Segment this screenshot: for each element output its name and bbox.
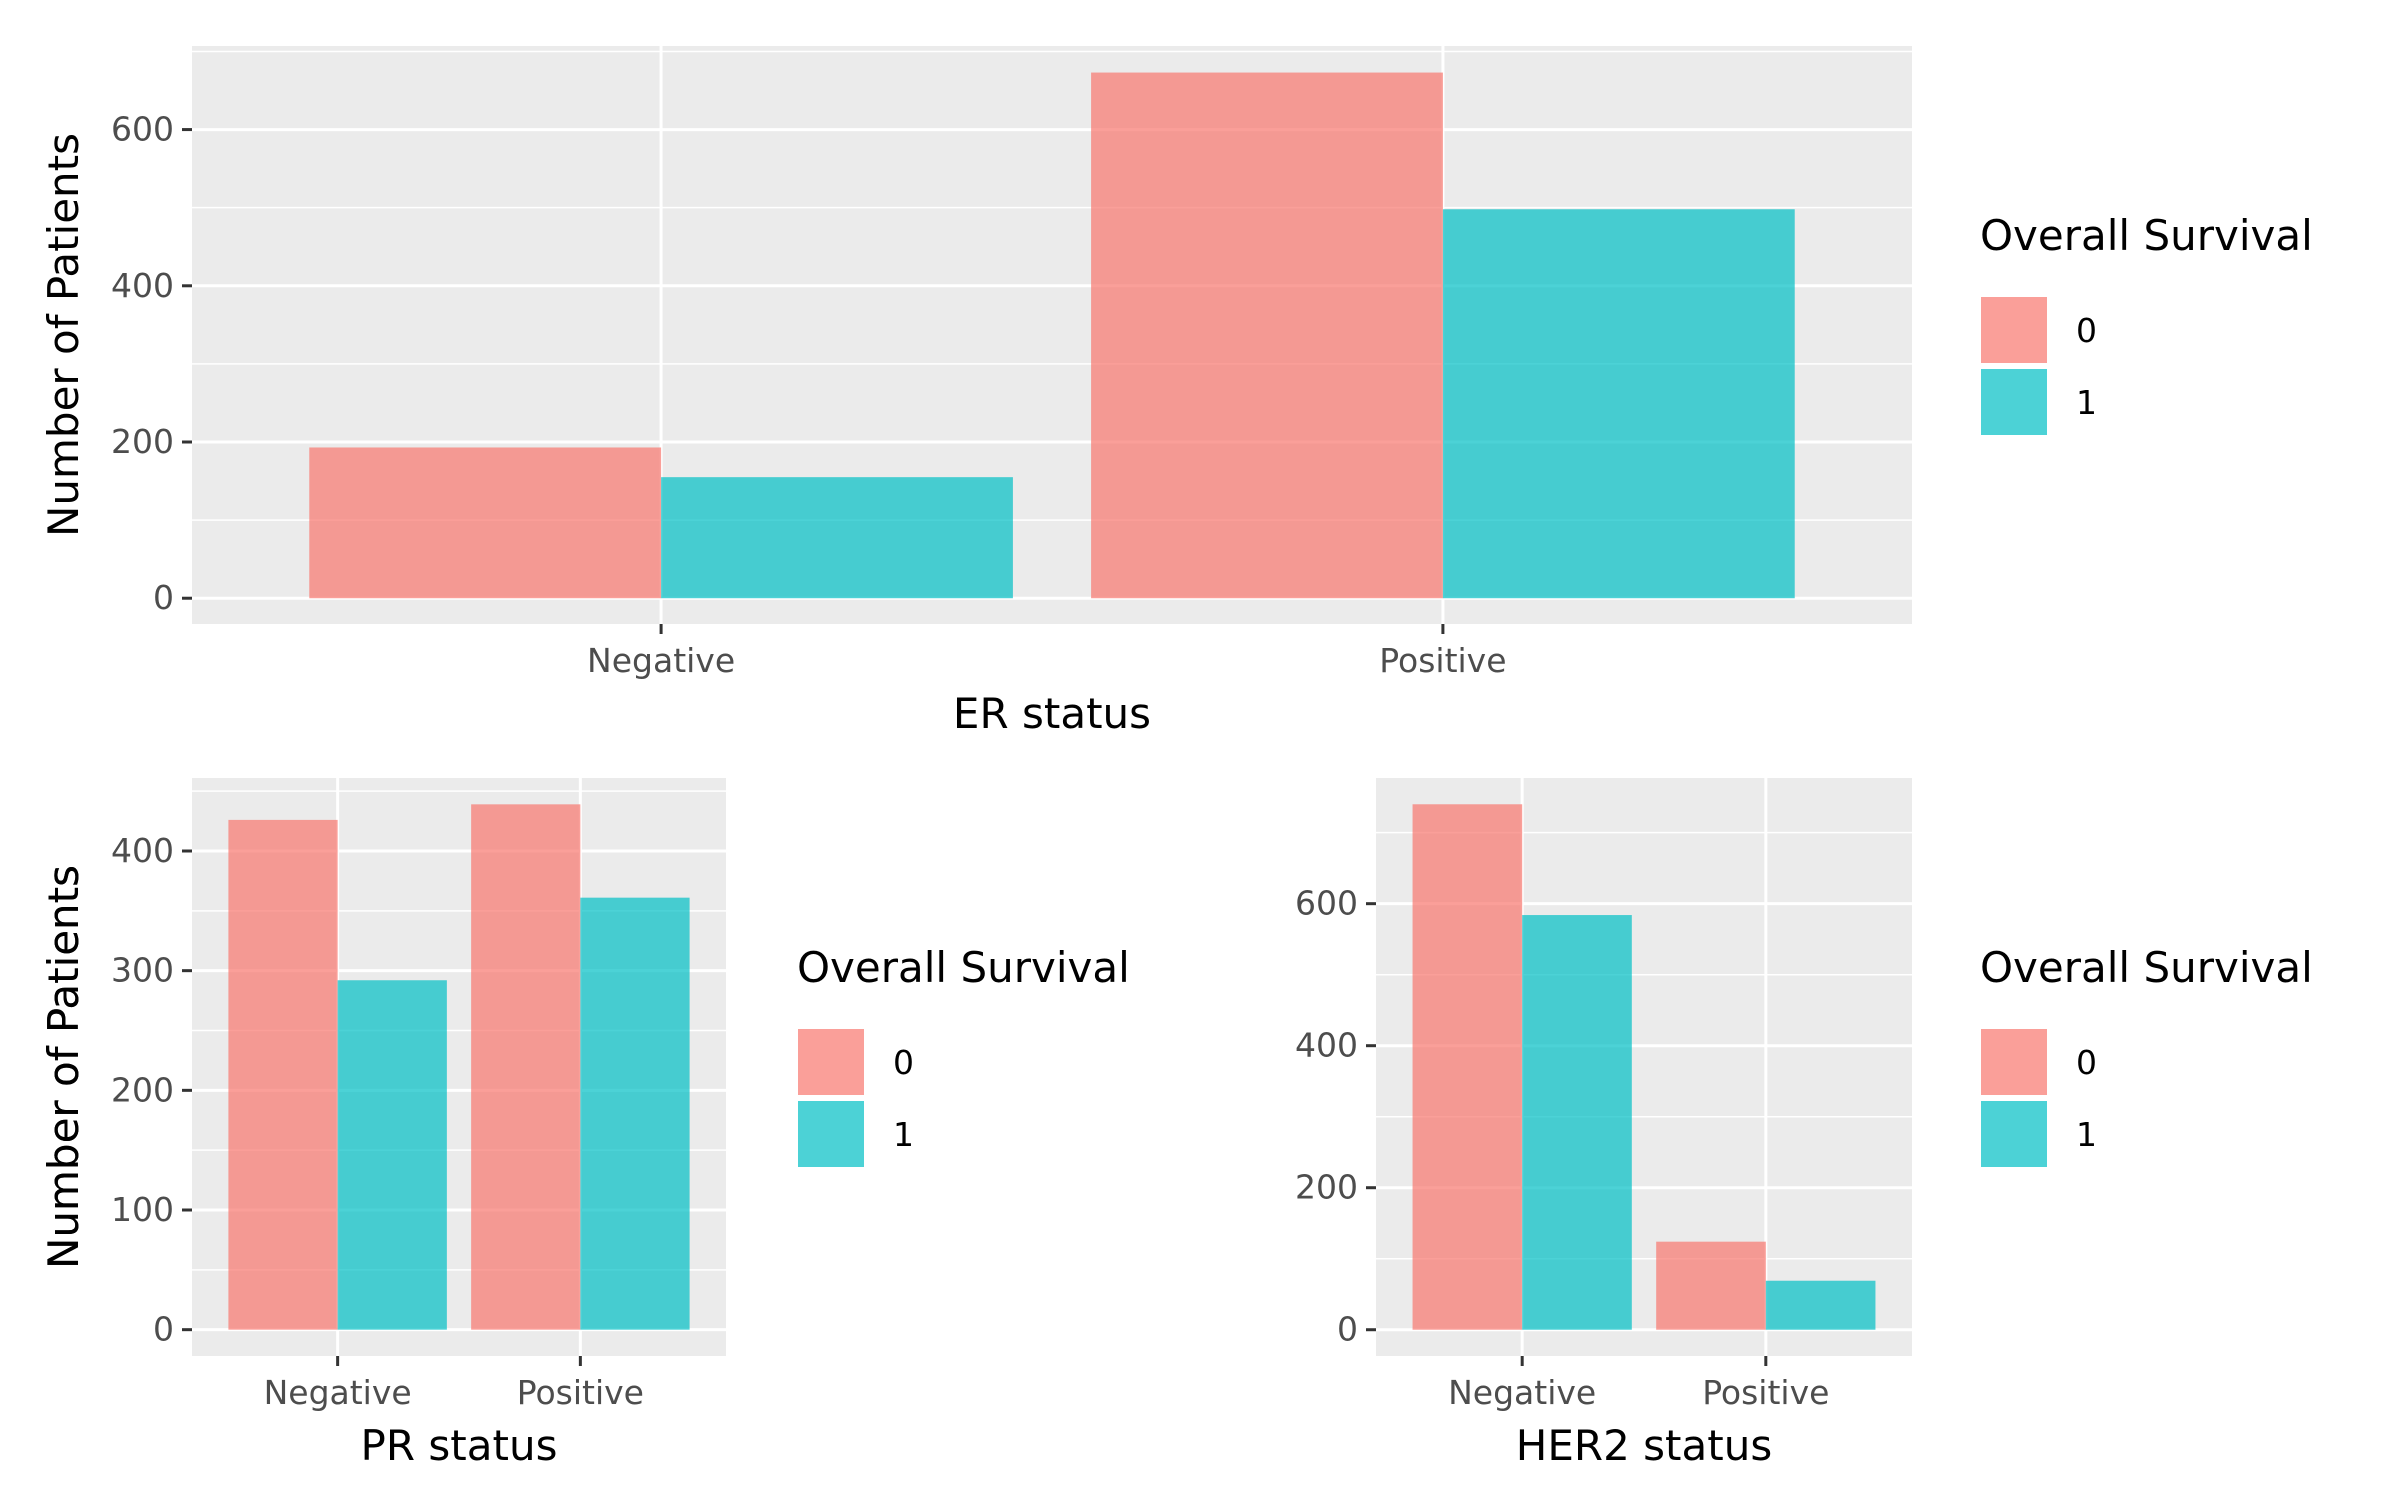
x-axis: Negative Positive [264,1356,644,1412]
x-tick-label: Negative [587,641,735,680]
x-axis: Negative Positive [587,624,1507,680]
x-axis: Negative Positive [1448,1356,1829,1412]
y-tick-label: 400 [1295,1026,1358,1065]
y-tick-label: 600 [1295,884,1358,923]
y-tick-label: 400 [111,831,174,870]
legend-label-0: 0 [2076,311,2097,350]
y-axis: 0 200 400 600 [111,110,192,617]
x-tick-label: Positive [1702,1373,1829,1412]
bars [1412,804,1876,1330]
legend-label-1: 1 [2076,383,2097,422]
y-tick-label: 0 [1337,1310,1358,1349]
x-axis-title: HER2 status [1516,1421,1772,1470]
bars [228,804,690,1330]
y-axis-title: Number of Patients [39,865,88,1269]
legend-title: Overall Survival [797,943,1130,992]
y-axis-title: Number of Patients [39,865,88,1269]
legend: Overall Survival 0 1 [1979,943,2313,1169]
y-axis-title: Number of Patients [39,133,88,537]
legend-label-0: 0 [893,1043,914,1082]
bar-negative-series-0 [1412,804,1523,1330]
y-tick-label: 0 [153,578,174,617]
legend-key-1 [1979,367,2049,437]
bar-negative-series-1 [337,980,447,1330]
y-tick-label: 400 [111,266,174,305]
y-tick-label: 0 [153,1310,174,1349]
bar-positive-series-1 [580,897,690,1330]
legend: Overall Survival 0 1 [796,943,1130,1169]
legend-key-0 [1979,1027,2049,1097]
y-tick-label: 200 [1295,1168,1358,1207]
y-axis: 0 100 200 300 400 [111,831,192,1349]
y-tick-label: 200 [111,1070,174,1109]
bar-negative-series-1 [1522,915,1632,1330]
bar-positive-series-0 [1656,1241,1766,1330]
bar-positive-series-0 [471,804,581,1330]
x-tick-label: Positive [517,1373,644,1412]
y-axis: 0 200 400 600 [1295,884,1376,1349]
x-tick-label: Negative [264,1373,412,1412]
legend-key-1 [796,1099,866,1169]
legend-key-0 [796,1027,866,1097]
x-axis-title: PR status [361,1421,558,1470]
chart-pr-status: 0 100 200 300 400 Negative Positive PR status… [39,778,1130,1470]
bar-negative-series-0 [309,447,662,599]
y-tick-label: 300 [111,951,174,990]
y-tick-label: 200 [111,422,174,461]
bar-negative-series-1 [661,477,1013,599]
bars [309,72,1795,599]
legend-title: Overall Survival [1980,211,2313,260]
legend-label-1: 1 [893,1115,914,1154]
legend-label-0: 0 [2076,1043,2097,1082]
bar-positive-series-1 [1442,209,1795,599]
y-tick-label: 600 [111,110,174,149]
legend-label-1: 1 [2076,1115,2097,1154]
bar-positive-series-1 [1765,1280,1876,1330]
chart-er-status: 0 200 400 600 Negative Positive ER status Nu… [39,46,2313,738]
x-tick-label: Negative [1448,1373,1596,1412]
x-tick-label: Positive [1379,641,1506,680]
legend: Overall Survival 0 1 [1979,211,2313,437]
legend-key-0 [1979,295,2049,365]
legend-title: Overall Survival [1980,943,2313,992]
x-axis-title: ER status [953,689,1151,738]
legend-key-1 [1979,1099,2049,1169]
bar-negative-series-0 [228,819,338,1330]
bar-positive-series-0 [1091,72,1443,599]
y-tick-label: 100 [111,1190,174,1229]
